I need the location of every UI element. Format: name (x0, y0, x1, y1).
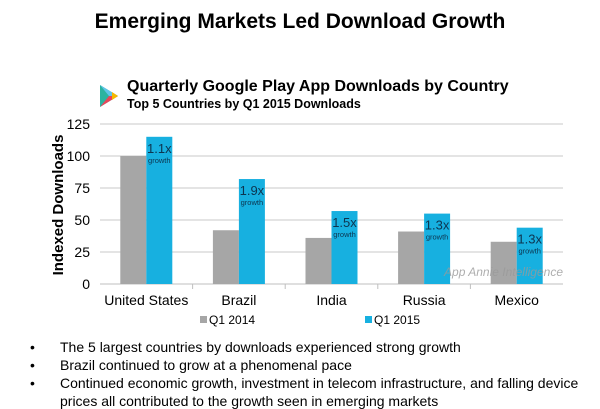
x-tick-label: Mexico (495, 292, 540, 308)
bar-q1-2014 (398, 231, 425, 284)
chart-subtitle: Top 5 Countries by Q1 2015 Downloads (127, 97, 361, 111)
bullet-item: Brazil continued to grow at a phenomenal… (30, 356, 600, 374)
growth-label: 1.3x (425, 218, 450, 233)
x-tick-label: India (316, 292, 347, 308)
x-tick-label: Brazil (221, 292, 256, 308)
google-play-icon (100, 85, 118, 107)
legend-swatch (200, 316, 207, 323)
growth-label: 1.5x (332, 215, 357, 230)
legend-label: Q1 2014 (209, 313, 255, 327)
bullet-item: Continued economic growth, investment in… (30, 374, 600, 409)
bar-q1-2015 (238, 179, 265, 284)
growth-label: 1.3x (517, 232, 542, 247)
growth-sublabel: growth (241, 198, 264, 207)
growth-label: 1.1x (147, 141, 172, 156)
growth-sublabel: growth (518, 247, 541, 256)
bullet-list: The 5 largest countries by downloads exp… (30, 338, 600, 409)
bar-q1-2015 (331, 211, 358, 284)
growth-label: 1.9x (240, 183, 265, 198)
y-tick-label: 125 (67, 116, 91, 132)
legend-swatch (365, 316, 372, 323)
growth-sublabel: growth (333, 230, 356, 239)
bar-q1-2015 (424, 213, 451, 284)
bar-q1-2015 (146, 136, 173, 284)
page-title: Emerging Markets Led Download Growth (94, 10, 506, 33)
y-tick-label: 75 (74, 180, 90, 196)
bar-q1-2014 (212, 230, 239, 284)
bar-q1-2014 (305, 237, 332, 284)
growth-sublabel: growth (426, 233, 449, 242)
legend-label: Q1 2015 (374, 313, 420, 327)
bar-q1-2015 (516, 227, 543, 284)
y-tick-label: 50 (74, 212, 90, 228)
y-tick-label: 25 (74, 244, 90, 260)
bar-q1-2014 (490, 241, 517, 284)
y-axis-label: Indexed Downloads (50, 135, 67, 276)
x-tick-label: Russia (403, 292, 446, 308)
bar-q1-2014 (120, 156, 147, 284)
bullet-item: The 5 largest countries by downloads exp… (30, 338, 600, 356)
chart-title: Quarterly Google Play App Downloads by C… (127, 78, 509, 95)
x-tick-label: United States (104, 292, 188, 308)
y-tick-label: 100 (67, 148, 91, 164)
y-tick-label: 0 (82, 276, 90, 292)
watermark-logo: App Annie Intelligence (443, 265, 563, 279)
growth-sublabel: growth (148, 156, 171, 165)
